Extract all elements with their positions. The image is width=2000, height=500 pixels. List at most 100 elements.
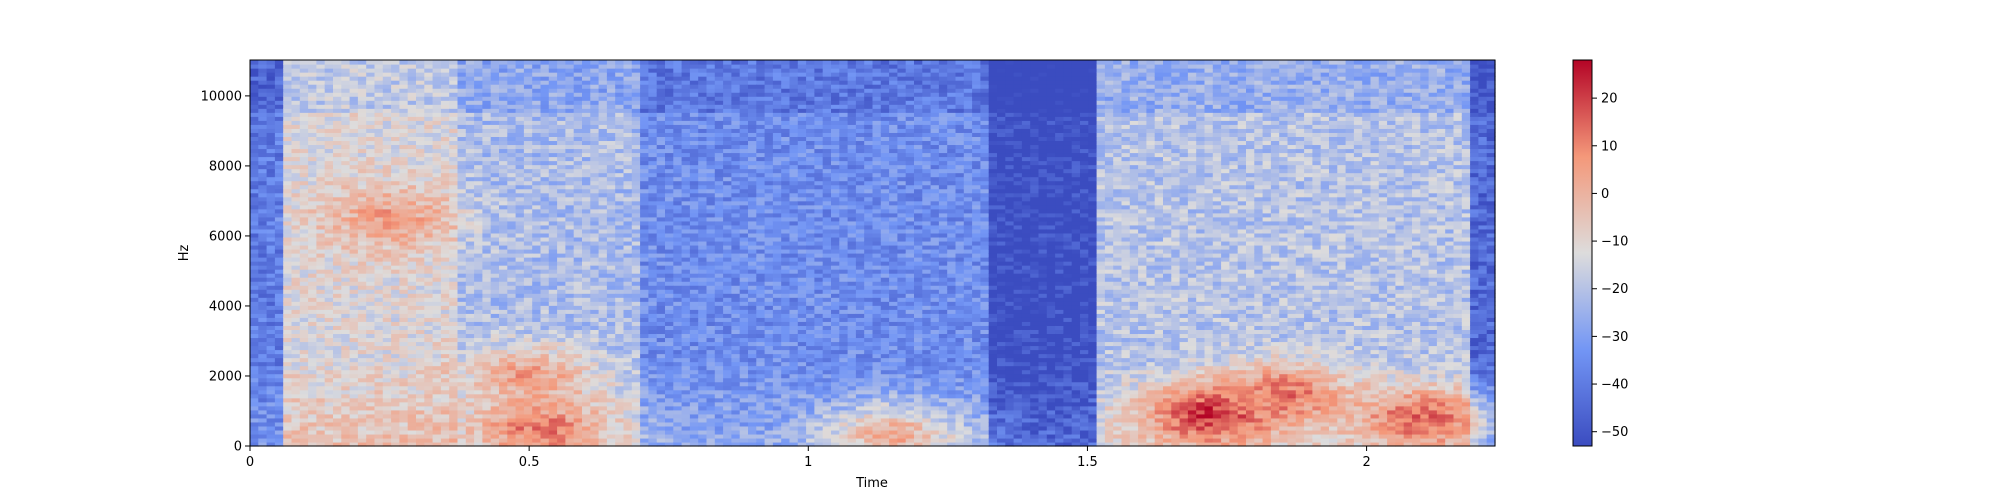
heatmap-cell xyxy=(515,160,525,166)
heatmap-cell xyxy=(598,60,608,65)
heatmap-cell xyxy=(299,72,309,77)
heatmap-cell xyxy=(665,156,674,162)
heatmap-cell xyxy=(523,248,533,254)
heatmap-cell xyxy=(590,357,600,363)
heatmap-cell xyxy=(474,393,483,399)
heatmap-cell xyxy=(407,80,417,85)
heatmap-cell xyxy=(374,196,384,202)
heatmap-cell xyxy=(673,120,683,125)
heatmap-cell xyxy=(499,389,508,395)
heatmap-cell xyxy=(507,100,517,105)
heatmap-cell xyxy=(523,437,533,443)
heatmap-cell xyxy=(291,88,301,93)
heatmap-cell xyxy=(399,361,409,367)
heatmap-cell xyxy=(465,96,475,101)
heatmap-cell xyxy=(656,120,666,125)
heatmap-cell xyxy=(665,253,674,258)
heatmap-cell xyxy=(274,317,284,322)
heatmap-cell xyxy=(349,437,359,443)
heatmap-cell xyxy=(457,401,467,407)
heatmap-cell xyxy=(457,136,467,142)
heatmap-cell xyxy=(266,377,276,383)
heatmap-cell xyxy=(523,112,533,117)
heatmap-cell xyxy=(357,309,367,314)
heatmap-cell xyxy=(606,437,616,443)
heatmap-cell xyxy=(391,285,400,290)
heatmap-cell xyxy=(457,289,467,294)
heatmap-cell xyxy=(673,116,683,121)
heatmap-cell xyxy=(499,96,508,101)
heatmap-cell xyxy=(407,361,417,367)
heatmap-cell xyxy=(440,281,450,286)
heatmap-cell xyxy=(673,357,683,363)
heatmap-cell xyxy=(582,393,591,399)
heatmap-cell xyxy=(656,337,666,343)
heatmap-cell xyxy=(291,409,301,415)
heatmap-cell xyxy=(515,248,525,254)
heatmap-cell xyxy=(349,200,359,206)
heatmap-cell xyxy=(665,72,674,77)
heatmap-cell xyxy=(283,333,293,339)
heatmap-cell xyxy=(499,337,508,343)
heatmap-cell xyxy=(391,385,400,391)
heatmap-cell xyxy=(557,417,566,423)
heatmap-cell xyxy=(623,357,633,363)
heatmap-cell xyxy=(416,365,425,371)
heatmap-cell xyxy=(266,345,276,351)
heatmap-cell xyxy=(499,224,508,230)
heatmap-cell xyxy=(656,369,666,375)
heatmap-cell xyxy=(274,301,284,306)
heatmap-cell xyxy=(465,421,475,427)
heatmap-cell xyxy=(283,257,293,262)
heatmap-cell xyxy=(308,192,317,198)
heatmap-cell xyxy=(565,84,575,89)
heatmap-cell xyxy=(266,124,276,129)
heatmap-cell xyxy=(266,429,276,435)
heatmap-cell xyxy=(590,261,600,266)
heatmap-cell xyxy=(631,148,641,154)
heatmap-cell xyxy=(490,76,500,81)
heatmap-cell xyxy=(283,309,293,314)
heatmap-cell xyxy=(499,148,508,154)
heatmap-cell xyxy=(606,124,616,129)
heatmap-cell xyxy=(291,232,301,238)
heatmap-cell xyxy=(349,92,359,97)
heatmap-cell xyxy=(515,236,525,242)
heatmap-cell xyxy=(590,148,600,154)
heatmap-cell xyxy=(291,112,301,117)
heatmap-cell xyxy=(623,64,633,69)
heatmap-cell xyxy=(673,104,683,109)
heatmap-cell xyxy=(382,236,392,242)
heatmap-cell xyxy=(341,297,351,302)
heatmap-cell xyxy=(656,240,666,246)
heatmap-cell xyxy=(540,421,550,427)
heatmap-cell xyxy=(482,228,492,234)
heatmap-cell xyxy=(623,128,633,133)
heatmap-cell xyxy=(523,317,533,322)
heatmap-cell xyxy=(490,164,500,170)
heatmap-cell xyxy=(316,180,326,186)
heatmap-cell xyxy=(432,361,442,367)
heatmap-cell xyxy=(615,124,625,129)
heatmap-cell xyxy=(606,325,616,330)
heatmap-cell xyxy=(299,236,309,242)
heatmap-cell xyxy=(274,152,284,158)
heatmap-cell xyxy=(357,88,367,93)
heatmap-cell xyxy=(557,232,566,238)
heatmap-cell xyxy=(565,224,575,230)
heatmap-cell xyxy=(391,297,400,302)
heatmap-cell xyxy=(416,84,425,89)
heatmap-cell xyxy=(308,176,317,182)
heatmap-cell xyxy=(490,172,500,178)
heatmap-cell xyxy=(557,401,566,407)
heatmap-cell xyxy=(274,196,284,202)
heatmap-cell xyxy=(316,168,326,174)
heatmap-cell xyxy=(557,176,566,182)
heatmap-cell xyxy=(540,293,550,298)
heatmap-cell xyxy=(399,325,409,330)
heatmap-cell xyxy=(416,349,425,355)
heatmap-cell xyxy=(615,88,625,93)
heatmap-cell xyxy=(623,156,633,162)
heatmap-cell xyxy=(283,437,293,443)
heatmap-cell xyxy=(557,433,566,439)
